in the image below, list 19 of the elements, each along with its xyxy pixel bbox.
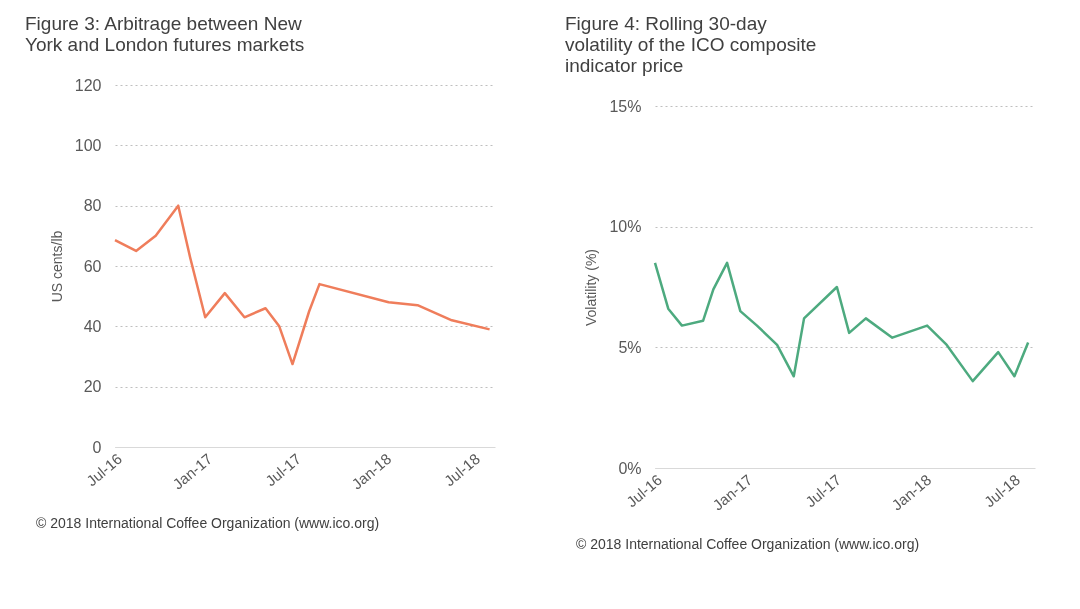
- y-tick-label: 0%: [618, 459, 642, 477]
- y-tick-label: 15%: [609, 97, 642, 115]
- y-tick-label: 5%: [618, 338, 642, 356]
- y-tick-label: 80: [83, 197, 102, 215]
- y-tick-label: 10%: [609, 218, 642, 236]
- y-tick-label: 120: [74, 76, 102, 94]
- y-axis-title: US cents/lb: [48, 230, 65, 303]
- chart-title: Figure 4: Rolling 30-day volatility of the ICO composite indicator price: [565, 13, 817, 76]
- line-series: [113, 204, 491, 366]
- y-tick-label: 100: [74, 136, 102, 154]
- text: © 2018 International Coffee Organization (www.ico.org): [36, 515, 381, 531]
- y-tick-label: 0: [92, 438, 102, 456]
- y-tick-label: 60: [83, 257, 102, 275]
- y-tick-label: 20: [83, 378, 102, 396]
- y-axis-title: Volatility (%): [583, 248, 600, 327]
- text: © 2018 International Coffee Organization (www.ico.org): [576, 536, 921, 552]
- y-tick-label: 40: [83, 317, 102, 335]
- line-series: [653, 261, 1030, 383]
- chart-title: Figure 3: Arbitrage between New York and London futures markets: [25, 13, 305, 55]
